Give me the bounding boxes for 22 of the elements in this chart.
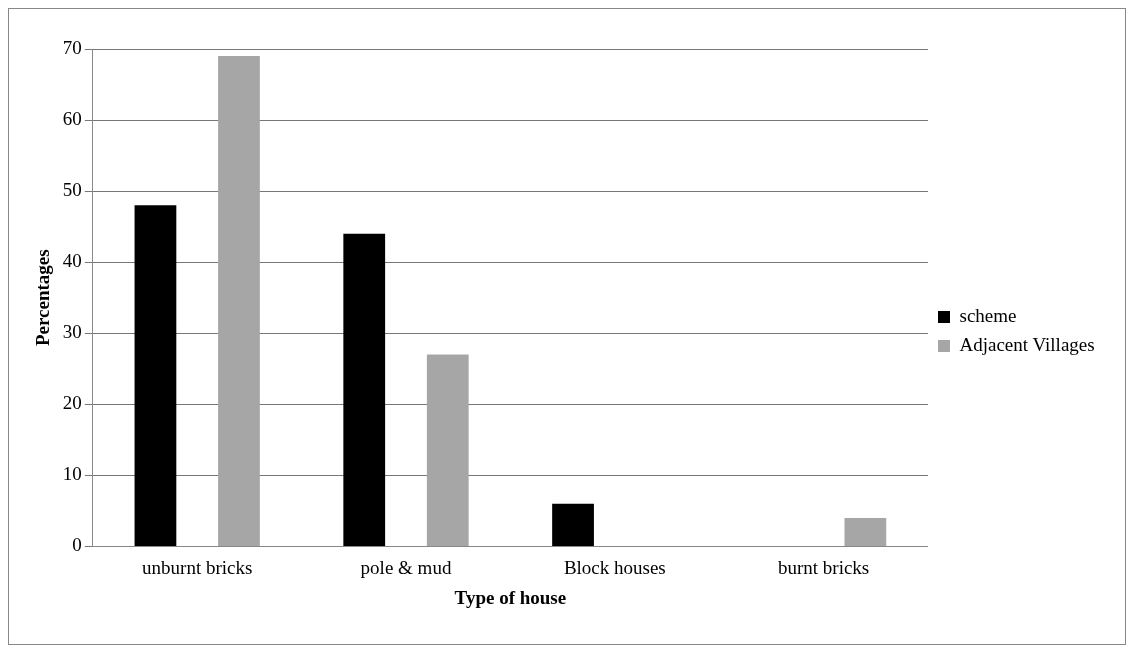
x-axis-title: Type of house: [454, 586, 567, 608]
bar: [134, 205, 177, 546]
x-tick-label: Block houses: [563, 556, 666, 578]
legend-label: scheme: [959, 304, 1017, 326]
y-tick-label: 60: [62, 108, 82, 130]
y-tick-label: 20: [62, 392, 82, 414]
x-tick-label: burnt bricks: [777, 556, 870, 578]
y-axis-title: Percentages: [32, 249, 54, 347]
bar: [426, 354, 469, 546]
y-tick-label: 40: [62, 250, 82, 272]
x-tick-label: pole & mud: [360, 556, 452, 578]
bar: [343, 233, 386, 546]
y-tick-label: 30: [62, 321, 82, 343]
y-tick-label: 0: [72, 534, 82, 556]
bar: [552, 503, 594, 546]
x-tick-label: unburnt bricks: [142, 556, 253, 578]
legend-label: Adjacent Villages: [959, 333, 1095, 355]
y-tick-label: 70: [62, 36, 82, 58]
y-tick-label: 10: [62, 463, 82, 485]
bar: [218, 56, 260, 546]
bar: [844, 517, 887, 546]
y-tick-label: 50: [62, 179, 82, 201]
